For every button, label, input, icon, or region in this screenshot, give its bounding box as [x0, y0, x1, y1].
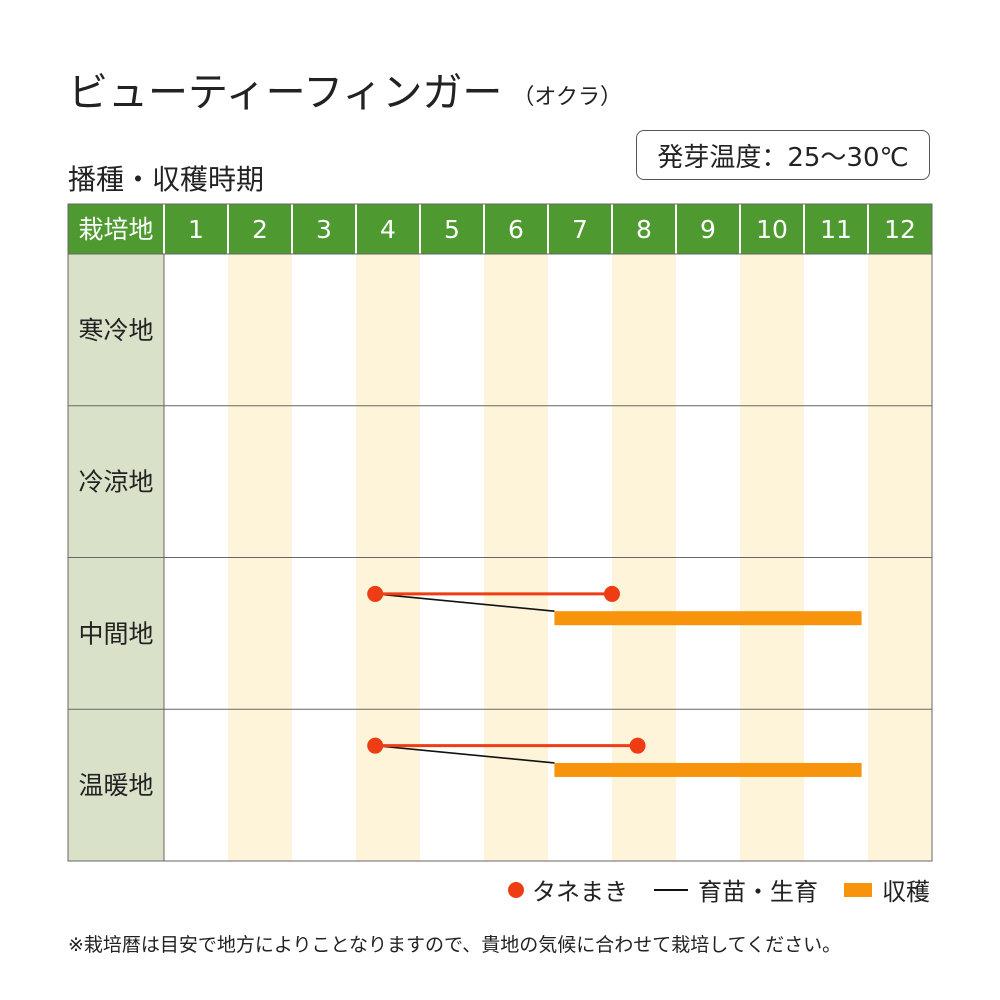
harvest-bar: [554, 611, 862, 626]
legend: タネまき 育苗・生育 収穫: [482, 872, 930, 907]
region-label: 寒冷地: [78, 316, 153, 345]
germination-temperature-box: 発芽温度：25〜30℃: [636, 130, 930, 180]
page-title: ビューティーフィンガー （オクラ）: [68, 60, 622, 118]
legend-item-seedling: 育苗・生育: [654, 872, 818, 907]
sowing-start-dot: [367, 737, 384, 754]
month-label: 6: [508, 215, 524, 244]
section-title: 播種・収穫時期: [68, 163, 265, 196]
month-label: 5: [444, 215, 460, 244]
harvest-bar: [554, 762, 862, 777]
header-background: [68, 204, 932, 254]
sowing-end-dot: [604, 585, 620, 602]
sowing-dot-icon: [508, 881, 524, 898]
region-label: 中間地: [78, 619, 153, 648]
chart-outer-border: [67, 203, 933, 862]
region-label: 温暖地: [78, 771, 153, 800]
seedling-line-icon: [654, 888, 688, 891]
month-label: 3: [316, 215, 332, 244]
footnote: ※栽培暦は目安で地方によりことなりますので、貴地の気候に合わせて栽培してください…: [68, 934, 842, 956]
legend-harvest-label: 収穫: [882, 878, 930, 906]
legend-seedling-label: 育苗・生育: [698, 878, 818, 906]
seedling-line: [375, 593, 555, 612]
corner-label: 栽培地: [78, 215, 153, 244]
harvest-bar-icon: [844, 882, 872, 897]
title-text: ビューティーフィンガー: [68, 70, 503, 116]
region-label: 冷涼地: [78, 468, 153, 497]
month-label: 10: [756, 215, 788, 244]
month-label: 7: [572, 215, 588, 244]
title-subtitle: （オクラ）: [512, 85, 622, 110]
month-label: 8: [636, 215, 652, 244]
month-label: 2: [252, 215, 268, 244]
sowing-start-dot: [367, 585, 384, 602]
month-label: 1: [188, 215, 204, 244]
month-label: 12: [884, 215, 916, 244]
month-label: 9: [700, 215, 716, 244]
seedling-line: [375, 744, 555, 764]
month-label: 11: [820, 215, 852, 244]
month-label: 4: [380, 215, 396, 244]
sowing-end-dot: [629, 737, 646, 754]
legend-sowing-label: タネまき: [532, 878, 628, 906]
legend-item-sowing: タネまき: [508, 872, 628, 907]
legend-item-harvest: 収穫: [844, 872, 930, 907]
